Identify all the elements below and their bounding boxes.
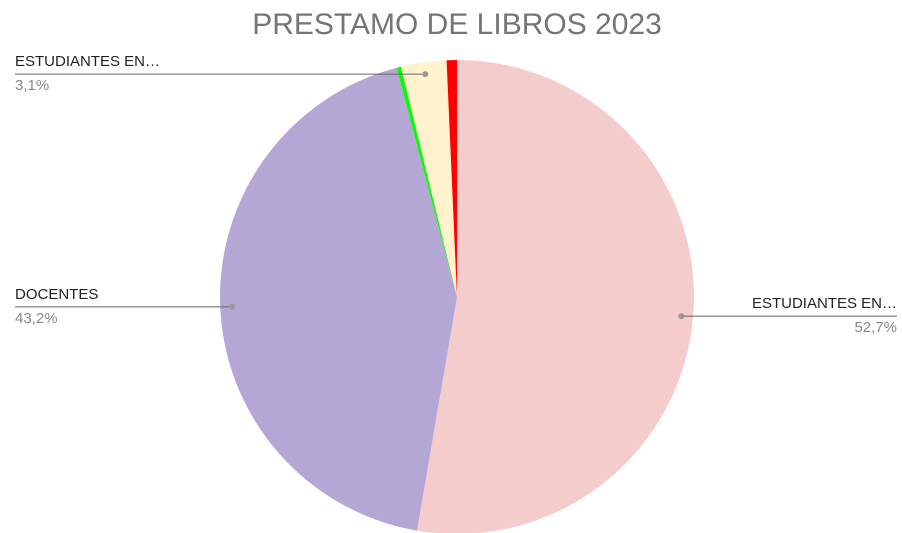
slice-label: DOCENTES [15,286,98,303]
pie-slice [396,66,457,297]
slice-value-label: 43,2% [15,310,58,327]
leader-dot [422,71,429,78]
pie-slice [446,60,457,297]
pie-slice [416,60,694,533]
chart-title: PRESTAMO DE LIBROS 2023 [252,8,662,41]
pie-slice [400,60,457,298]
pie-slice [220,67,457,531]
slice-label: ESTUDIANTES EN… [15,53,160,70]
leader-dot [229,303,236,310]
slice-value-label: 52,7% [854,319,897,336]
slice-label: ESTUDIANTES EN… [752,295,897,312]
leader-dot [678,313,685,320]
slice-value-label: 3,1% [15,77,49,94]
